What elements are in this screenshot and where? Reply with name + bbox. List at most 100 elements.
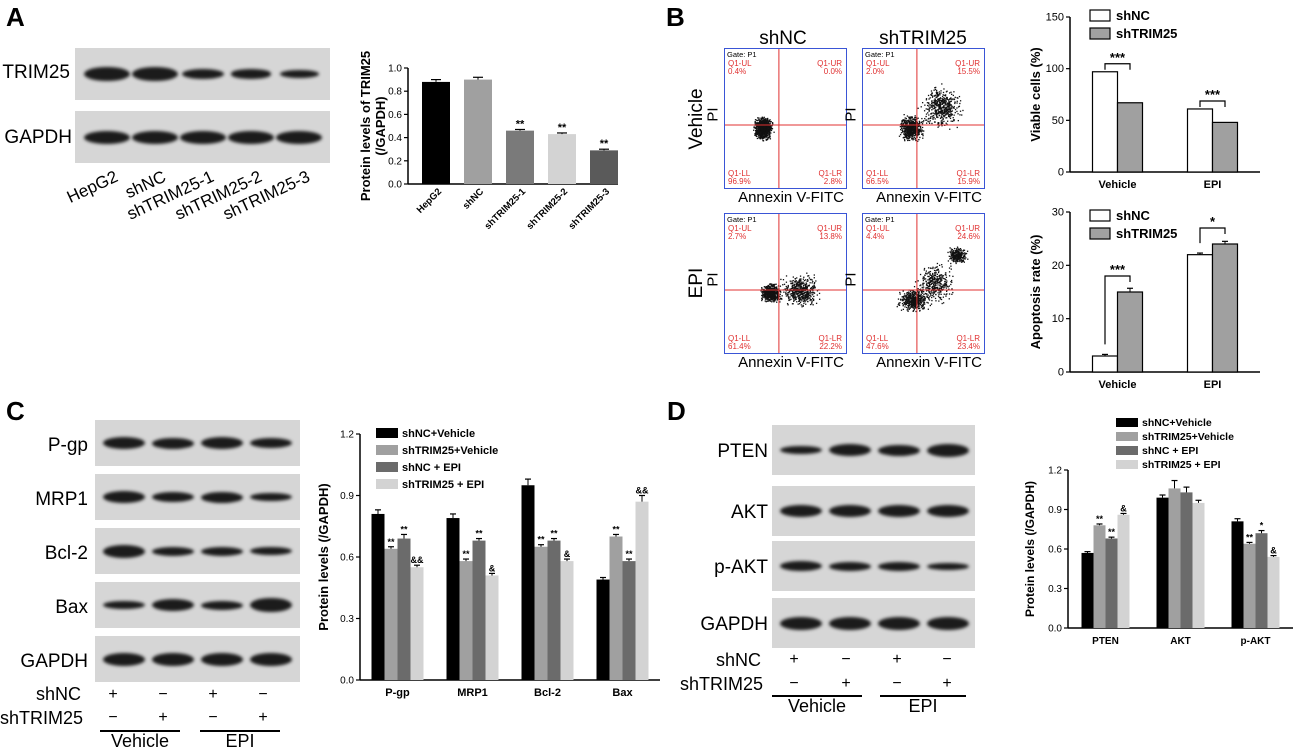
significance-bracket (1104, 63, 1131, 70)
trim25-band-2 (132, 67, 178, 81)
trim25-band-3 (182, 69, 224, 79)
y-axis-label: Protein levels of TRIM25 (358, 51, 373, 201)
bar-chart-trim25: 0.0 0.2 0.4 0.6 0.8 1.0 Protein levels of TRIM… (358, 51, 618, 232)
band (878, 561, 920, 571)
significance-mark: ** (516, 118, 525, 130)
quad-lr: Q1-LR (956, 334, 980, 343)
dot-cloud (896, 246, 969, 313)
quad-ll: Q1-LL (728, 169, 751, 178)
significance-bracket (1104, 275, 1131, 345)
band (201, 600, 243, 610)
group-line-epi-d (880, 695, 966, 697)
row-label-shtrim25-c: shTRIM25 (0, 708, 84, 728)
quad-ur: Q1-UR (817, 224, 842, 233)
x-tick-label: Vehicle (1099, 379, 1137, 391)
western-blot-Bax (95, 582, 300, 628)
band (780, 446, 822, 454)
x-tick-label: shTRIM25-3 (567, 186, 612, 231)
flow-x-axis-label: Annexin V-FITC (876, 189, 982, 206)
legend-swatch (376, 445, 398, 455)
significance-mark: *** (1205, 87, 1221, 102)
bar-p-AKT-shNC + EPI (1255, 533, 1268, 628)
group-label-epi-d: EPI (908, 696, 938, 716)
significance-mark: ** (475, 529, 483, 539)
gapdh-band-4 (228, 130, 274, 144)
blot-label-p-AKT: p-AKT (714, 557, 768, 578)
x-tick-label: p-AKT (1241, 636, 1271, 647)
significance-mark: & (1120, 503, 1127, 513)
bar-p-AKT-shTRIM25+Vehicle (1243, 543, 1256, 628)
band (103, 601, 145, 609)
significance-mark: && (411, 555, 424, 565)
sign-shtrim25: − (789, 675, 799, 692)
legend-swatch (1116, 446, 1138, 455)
legend-swatch (1116, 432, 1138, 441)
significance-mark: * (1210, 214, 1216, 229)
band (250, 598, 292, 612)
sign-shtrim25: − (892, 675, 902, 692)
bar-Vehicle-shNC (1091, 71, 1119, 173)
band (829, 505, 871, 517)
band (103, 652, 145, 666)
legend-label: shTRIM25+Vehicle (1142, 431, 1234, 443)
y-tick-label: 1.0 (388, 64, 402, 75)
panel-letter-c: C (6, 396, 25, 426)
band (250, 493, 292, 501)
y-tick-label: 0.0 (340, 676, 354, 687)
quad-lr-value: 2.8% (824, 177, 842, 186)
quad-ur: Q1-UR (817, 59, 842, 68)
band (927, 443, 969, 457)
flow-col-title-shnc: shNC (759, 28, 807, 49)
gate-label: Gate: P1 (727, 215, 757, 224)
quad-ll-value: 61.4% (728, 342, 751, 351)
trim25-band-5 (279, 70, 319, 78)
y-tick-label: 0.4 (388, 133, 402, 144)
sign-shnc: − (942, 651, 952, 668)
significance-bracket (1199, 227, 1226, 244)
sign-shnc: + (789, 651, 799, 668)
quad-ur-value: 15.5% (957, 67, 980, 76)
row-label-shtrim25-d: shTRIM25 (680, 674, 764, 694)
sign-shtrim25: − (108, 709, 118, 726)
x-tick-label: P-gp (385, 687, 410, 699)
legend-swatch (1116, 418, 1138, 427)
significance-mark: *** (1110, 262, 1126, 277)
gapdh-band-1 (84, 130, 130, 144)
sign-shtrim25: − (208, 709, 218, 726)
y-tick-label: 0.6 (340, 553, 354, 564)
quad-ll: Q1-LL (728, 334, 751, 343)
sign-shnc: + (208, 686, 218, 703)
plot-frame (724, 213, 847, 354)
y-tick-label: 0 (1058, 167, 1064, 179)
panel-letter-b: B (666, 2, 685, 32)
significance-mark: & (1270, 546, 1277, 556)
legend-label: shTRIM25 (1116, 26, 1177, 41)
gate-label: Gate: P1 (865, 50, 895, 59)
significance-mark: ** (625, 549, 633, 559)
band (250, 652, 292, 666)
significance-mark: *** (1110, 50, 1126, 65)
y-tick-label: 0.3 (1048, 584, 1062, 595)
blot-label-AKT: AKT (731, 502, 768, 523)
sign-shtrim25: + (942, 675, 952, 692)
quad-ll-value: 47.6% (866, 342, 889, 351)
quad-ul-value: 4.4% (866, 232, 884, 241)
gapdh-band-2 (132, 130, 178, 144)
band (103, 437, 145, 449)
y-axis-label: Apoptosis rate (%) (1028, 235, 1043, 350)
significance-mark: ** (600, 138, 609, 150)
band (927, 505, 969, 517)
band (829, 616, 871, 630)
x-tick-label: HepG2 (415, 186, 444, 215)
flow-x-axis-label: Annexin V-FITC (738, 189, 844, 206)
y-tick-label: 30 (1052, 207, 1064, 219)
gate-label: Gate: P1 (865, 215, 895, 224)
bar-Bax-shTRIM25+Vehicle (609, 536, 623, 680)
legend-swatch (1089, 209, 1111, 222)
quad-ur-value: 13.8% (819, 232, 842, 241)
western-blot-GAPDH (95, 636, 300, 682)
y-tick-label: 0 (1058, 367, 1064, 379)
